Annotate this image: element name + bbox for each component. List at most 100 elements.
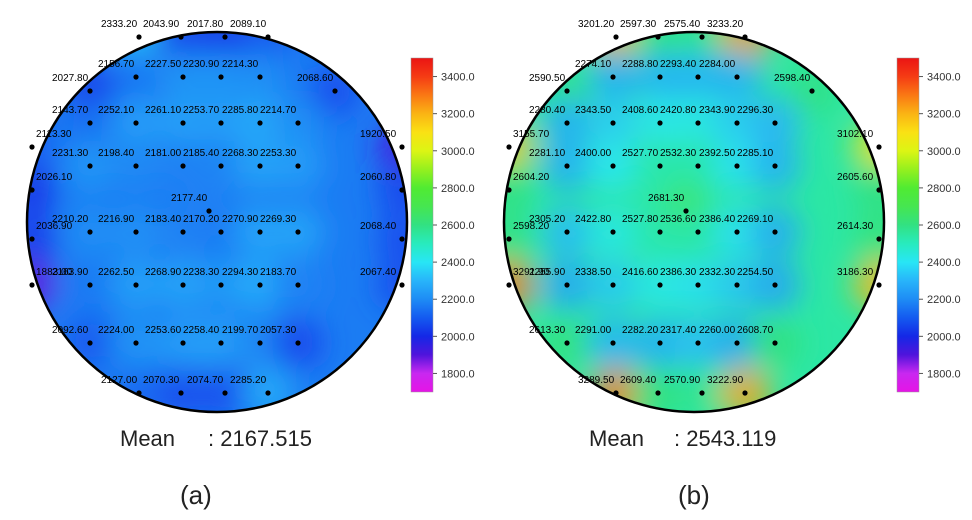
point-value-label: 2036.90 — [36, 221, 73, 232]
point-value-label: 2282.20 — [622, 325, 659, 336]
colorbar-tick-label: 3400.0 — [441, 72, 475, 84]
point-value-label: 2210.20 — [52, 214, 89, 225]
measurement-point — [222, 390, 228, 396]
measurement-point — [295, 340, 301, 346]
measurement-point — [257, 282, 263, 288]
measurement-point — [564, 340, 570, 346]
measurement-point — [180, 163, 186, 169]
measurement-point — [772, 163, 778, 169]
point-value-label: 2288.80 — [622, 59, 659, 70]
colorbar-tick-label: 2600.0 — [441, 220, 475, 232]
point-value-label: 2285.20 — [230, 375, 267, 386]
point-value-label: 2613.30 — [529, 325, 566, 336]
point-value-label: 2254.50 — [737, 267, 774, 278]
measurement-point — [87, 282, 93, 288]
mean-label-a: Mean — [120, 426, 176, 451]
point-value-label: 1883.00 — [36, 267, 73, 278]
measurement-point — [772, 120, 778, 126]
point-value-label: 2127.00 — [101, 375, 138, 386]
point-value-label: 2177.40 — [171, 193, 208, 204]
point-value-label: 2333.20 — [101, 19, 138, 30]
measurement-point — [610, 120, 616, 126]
measurement-point — [180, 229, 186, 235]
point-value-label: 2386.40 — [699, 214, 736, 225]
measurement-point — [133, 120, 139, 126]
point-value-label: 2262.50 — [98, 267, 135, 278]
measurement-point — [87, 340, 93, 346]
point-value-label: 2269.30 — [260, 214, 297, 225]
wafer-map-b: 3201.20 2597.30 2575.40 3233.20 2274.10 2288.… — [502, 19, 961, 414]
measurement-point — [742, 390, 748, 396]
point-value-label: 2416.60 — [622, 267, 659, 278]
measurement-point — [742, 34, 748, 40]
measurement-point — [506, 187, 512, 193]
measurement-point — [876, 282, 882, 288]
mean-value-a: : 2167.515 — [208, 426, 312, 451]
point-value-label: 2017.80 — [187, 19, 224, 30]
measurement-point — [772, 229, 778, 235]
measurement-point — [218, 340, 224, 346]
point-value-label: 2285.10 — [737, 148, 774, 159]
point-value-label: 2608.70 — [737, 325, 774, 336]
measurement-point — [87, 163, 93, 169]
point-value-label: 2293.40 — [660, 59, 697, 70]
measurement-point — [133, 340, 139, 346]
point-value-label: 3186.30 — [837, 267, 874, 278]
point-value-label: 2284.00 — [699, 59, 736, 70]
measurement-point — [657, 229, 663, 235]
point-value-label: 2156.70 — [98, 59, 135, 70]
point-value-label: 2408.60 — [622, 105, 659, 116]
wafer-map-panel-a: 2333.20 2043.90 2017.80 2089.10 2156.70 2227.… — [25, 19, 475, 510]
point-value-label: 2598.20 — [513, 221, 550, 232]
point-value-label: 2392.50 — [699, 148, 736, 159]
colorbar-tick-label: 2000.0 — [441, 331, 475, 343]
measurement-point — [257, 120, 263, 126]
measurement-point — [295, 163, 301, 169]
point-value-label: 2274.10 — [575, 59, 612, 70]
point-value-label: 2343.90 — [699, 105, 736, 116]
measurement-point — [657, 74, 663, 80]
colorbar — [410, 57, 434, 393]
point-value-label: 2609.40 — [620, 375, 657, 386]
point-value-label: 2291.00 — [575, 325, 612, 336]
measurement-point — [218, 120, 224, 126]
point-value-label: 3233.20 — [707, 19, 744, 30]
point-value-label: 2143.70 — [52, 105, 89, 116]
point-value-label: 3201.20 — [578, 19, 615, 30]
measurement-point — [136, 390, 142, 396]
colorbar-tick-label: 3400.0 — [927, 72, 961, 84]
point-value-label: 2255.90 — [529, 267, 566, 278]
point-value-label: 2238.30 — [183, 267, 220, 278]
measurement-point — [734, 163, 740, 169]
measurement-point — [136, 34, 142, 40]
measurement-point — [657, 340, 663, 346]
measurement-point — [734, 229, 740, 235]
point-value-label: 2296.30 — [737, 105, 774, 116]
point-value-label: 1920.50 — [360, 129, 397, 140]
point-value-label: 2227.50 — [145, 59, 182, 70]
point-value-label: 2386.30 — [660, 267, 697, 278]
point-value-label: 2199.70 — [222, 325, 259, 336]
measurement-point — [655, 34, 661, 40]
measurement-point — [564, 120, 570, 126]
measurement-point — [222, 34, 228, 40]
point-value-label: 2532.30 — [660, 148, 697, 159]
point-value-label: 2089.10 — [230, 19, 267, 30]
measurement-point — [772, 340, 778, 346]
point-value-label: 3289.50 — [578, 375, 615, 386]
point-value-label: 2422.80 — [575, 214, 612, 225]
point-value-label: 2253.60 — [145, 325, 182, 336]
measurement-point — [399, 282, 405, 288]
point-value-label: 2057.30 — [260, 325, 297, 336]
measurement-point — [699, 390, 705, 396]
wafer-outline — [502, 30, 886, 414]
measurement-point — [876, 144, 882, 150]
measurement-point — [657, 282, 663, 288]
point-value-label: 2113.30 — [36, 129, 72, 140]
point-value-label: 2230.90 — [183, 59, 220, 70]
point-value-label: 2253.30 — [260, 148, 297, 159]
measurement-point — [399, 144, 405, 150]
point-value-label: 2575.40 — [664, 19, 701, 30]
point-value-label: 3222.90 — [707, 375, 744, 386]
point-value-label: 2181.00 — [145, 148, 182, 159]
